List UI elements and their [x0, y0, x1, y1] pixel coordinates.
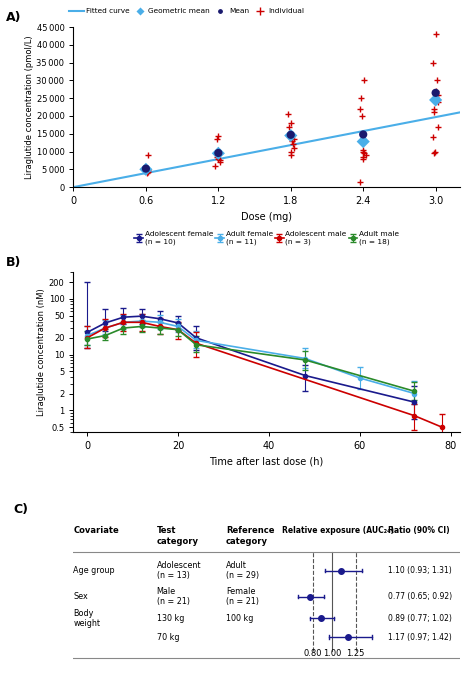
- Text: B): B): [6, 256, 21, 269]
- Text: Age group: Age group: [73, 566, 115, 575]
- Text: Adolescent
(n = 13): Adolescent (n = 13): [156, 561, 201, 580]
- Text: 1.25: 1.25: [346, 649, 365, 658]
- Legend: Fitted curve, Geometric mean, Mean, Individual: Fitted curve, Geometric mean, Mean, Indi…: [69, 8, 304, 14]
- Point: [142, 163, 150, 174]
- Point: [142, 164, 150, 174]
- Text: 70 kg: 70 kg: [156, 633, 179, 642]
- Text: 0.80: 0.80: [303, 649, 322, 658]
- Text: Sex: Sex: [73, 592, 88, 601]
- Text: Male
(n = 21): Male (n = 21): [156, 587, 190, 606]
- Point: [432, 87, 439, 98]
- Point: [287, 130, 294, 141]
- Text: Test
category: Test category: [156, 527, 199, 546]
- Text: A): A): [6, 11, 21, 24]
- Point: [359, 136, 367, 147]
- Text: Adult
(n = 29): Adult (n = 29): [226, 561, 259, 580]
- Text: 1.10 (0.93; 1.31): 1.10 (0.93; 1.31): [388, 566, 452, 575]
- Text: Ratio (90% CI): Ratio (90% CI): [388, 527, 450, 535]
- Text: 100 kg: 100 kg: [226, 614, 254, 623]
- Text: Reference
category: Reference category: [226, 527, 274, 546]
- Y-axis label: Liraglutide concentration (nM): Liraglutide concentration (nM): [37, 289, 46, 416]
- Point: [215, 148, 222, 159]
- Text: Female
(n = 21): Female (n = 21): [226, 587, 259, 606]
- Text: 0.89 (0.77; 1.02): 0.89 (0.77; 1.02): [388, 614, 452, 623]
- Point: [432, 95, 439, 105]
- Text: 1.00: 1.00: [323, 649, 341, 658]
- Text: Body
weight: Body weight: [73, 608, 100, 628]
- Point: [287, 129, 294, 140]
- Text: Relative exposure (AUC₂₄): Relative exposure (AUC₂₄): [282, 527, 394, 535]
- Point: [359, 129, 367, 140]
- Text: 0.77 (0.65; 0.92): 0.77 (0.65; 0.92): [388, 592, 453, 601]
- Text: 1.17 (0.97; 1.42): 1.17 (0.97; 1.42): [388, 633, 452, 642]
- Point: [215, 147, 222, 158]
- Text: Covariate: Covariate: [73, 527, 119, 535]
- Text: 130 kg: 130 kg: [156, 614, 184, 623]
- Legend: Adolescent female
(n = 10), Adult female
(n = 11), Adolescent male
(n = 3), Adul: Adolescent female (n = 10), Adult female…: [134, 231, 399, 245]
- X-axis label: Time after last dose (h): Time after last dose (h): [210, 457, 324, 467]
- Y-axis label: Liraglutide concentration (pmol/L): Liraglutide concentration (pmol/L): [25, 35, 34, 179]
- X-axis label: Dose (mg): Dose (mg): [241, 212, 292, 222]
- Text: C): C): [14, 503, 28, 516]
